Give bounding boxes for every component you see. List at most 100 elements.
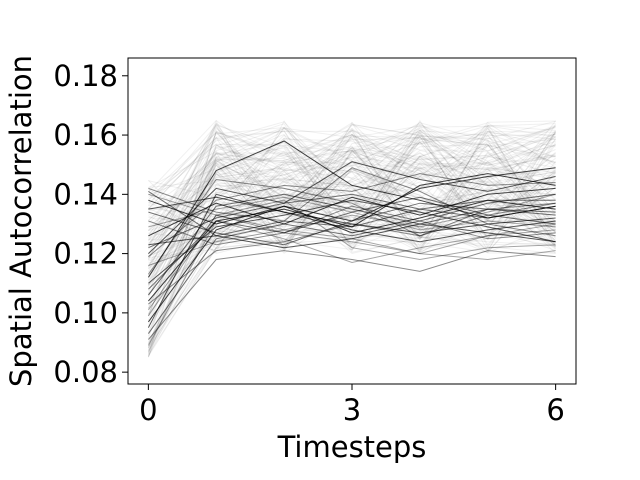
background-series-line bbox=[148, 130, 557, 250]
background-series-line bbox=[147, 178, 556, 353]
background-series-line bbox=[148, 137, 556, 250]
series-line bbox=[148, 161, 556, 254]
background-series-line bbox=[147, 123, 556, 309]
background-series-line bbox=[148, 121, 556, 201]
background-series-line bbox=[147, 168, 556, 345]
series-line bbox=[148, 202, 556, 246]
background-series-line bbox=[148, 138, 556, 264]
background-series-line bbox=[148, 133, 556, 254]
background-series-line bbox=[148, 144, 556, 309]
series-line bbox=[148, 187, 556, 237]
background-series-line bbox=[148, 125, 556, 295]
background-series-line bbox=[147, 124, 556, 296]
background-series-line bbox=[148, 122, 556, 249]
background-series-line bbox=[148, 136, 557, 296]
background-series-line bbox=[147, 125, 557, 324]
x-tick-label: 3 bbox=[343, 393, 361, 427]
background-series-line bbox=[147, 124, 556, 267]
background-series-line bbox=[148, 155, 556, 270]
series-line bbox=[147, 199, 556, 317]
background-series-line bbox=[147, 184, 556, 358]
background-series-line bbox=[147, 135, 556, 286]
background-series-line bbox=[147, 125, 556, 253]
background-series-line bbox=[148, 150, 556, 253]
y-tick-label: 0.14 bbox=[53, 177, 118, 211]
background-series-line bbox=[147, 122, 556, 242]
series-line bbox=[147, 193, 556, 328]
background-series-line bbox=[148, 143, 557, 289]
series-line bbox=[148, 199, 556, 284]
background-series-line bbox=[148, 129, 556, 285]
background-series-line bbox=[147, 140, 557, 286]
background-series-line bbox=[147, 123, 557, 267]
background-series-line bbox=[147, 137, 556, 255]
background-series-line bbox=[147, 159, 556, 283]
background-series-line bbox=[147, 123, 556, 294]
background-series-line bbox=[147, 151, 556, 315]
background-series-line bbox=[148, 137, 556, 231]
background-series-line bbox=[148, 125, 556, 259]
background-series-line bbox=[148, 137, 556, 233]
background-series-line bbox=[148, 142, 557, 281]
background-series-line bbox=[148, 135, 556, 239]
series-line bbox=[147, 193, 556, 334]
background-series-line bbox=[147, 122, 556, 356]
background-series-line bbox=[148, 147, 556, 253]
background-series-line bbox=[147, 140, 556, 288]
background-series-line bbox=[147, 138, 556, 327]
background-series-line bbox=[147, 129, 556, 348]
x-axis: 0 3 6 bbox=[139, 384, 565, 427]
background-series-line bbox=[147, 123, 556, 357]
y-tick-label: 0.16 bbox=[53, 118, 118, 152]
background-series-line bbox=[148, 136, 556, 257]
background-series-line bbox=[147, 130, 556, 332]
background-series-line bbox=[147, 134, 556, 316]
background-series-line bbox=[147, 130, 556, 349]
background-series-line bbox=[148, 152, 556, 240]
background-series-line bbox=[148, 130, 556, 245]
background-series-line bbox=[147, 120, 556, 335]
background-series-line bbox=[148, 124, 557, 252]
background-series-line bbox=[147, 126, 556, 327]
background-series-line bbox=[147, 130, 556, 286]
series-line bbox=[147, 214, 556, 311]
series-line bbox=[148, 173, 556, 257]
background-series-line bbox=[148, 124, 556, 208]
background-series-line bbox=[148, 135, 556, 277]
y-tick-label: 0.08 bbox=[53, 355, 118, 389]
background-series-line bbox=[147, 122, 556, 247]
background-series-line bbox=[147, 142, 556, 275]
background-series-line bbox=[147, 145, 556, 348]
series-line bbox=[148, 205, 556, 246]
series-line bbox=[148, 196, 556, 243]
series-line bbox=[148, 193, 556, 231]
background-series-line bbox=[147, 129, 557, 306]
background-series-line bbox=[148, 167, 556, 295]
series-line bbox=[148, 167, 556, 237]
background-series-line bbox=[147, 127, 557, 339]
background-series-line bbox=[148, 119, 557, 234]
background-series-line bbox=[148, 133, 556, 231]
background-series-line bbox=[147, 131, 556, 317]
background-series-line bbox=[147, 127, 556, 260]
background-series-line bbox=[147, 166, 556, 321]
background-series-line bbox=[148, 204, 556, 315]
background-series-line bbox=[148, 131, 556, 248]
background-series-line bbox=[147, 133, 556, 315]
background-series-line bbox=[148, 170, 556, 246]
background-series-line bbox=[147, 131, 556, 354]
background-series-line bbox=[147, 125, 556, 344]
series-line bbox=[148, 199, 556, 234]
background-series-line bbox=[148, 151, 556, 254]
background-series-line bbox=[148, 131, 556, 253]
background-series-line bbox=[148, 129, 556, 238]
background-series-line bbox=[148, 123, 556, 216]
x-tick-label: 6 bbox=[546, 393, 564, 427]
background-series-line bbox=[147, 162, 556, 309]
series-line bbox=[147, 178, 556, 275]
background-series-line bbox=[148, 198, 556, 244]
background-series-line bbox=[148, 152, 556, 258]
background-series-line bbox=[147, 161, 556, 310]
background-series-line bbox=[147, 129, 556, 358]
